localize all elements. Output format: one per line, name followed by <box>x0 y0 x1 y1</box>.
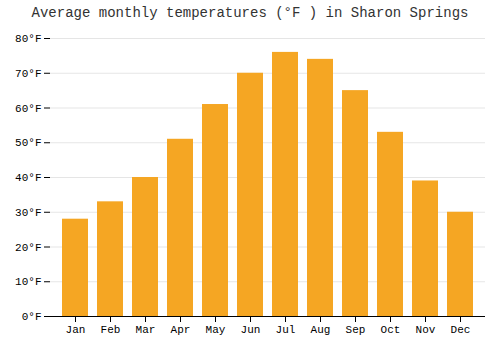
svg-text:60°F: 60°F <box>15 103 41 115</box>
svg-text:Apr: Apr <box>171 324 191 336</box>
svg-text:Jun: Jun <box>241 324 261 336</box>
svg-text:50°F: 50°F <box>15 137 41 149</box>
svg-text:Feb: Feb <box>101 324 121 336</box>
svg-text:Oct: Oct <box>381 324 401 336</box>
svg-text:May: May <box>206 324 226 336</box>
svg-text:30°F: 30°F <box>15 207 41 219</box>
html-text:Average monthly temperatures (: Average monthly temperatures (°F ) in Sh… <box>31 5 469 21</box>
svg-text:80°F: 80°F <box>15 33 41 45</box>
svg-text:70°F: 70°F <box>15 68 41 80</box>
svg-text:Dec: Dec <box>451 324 471 336</box>
svg-text:Nov: Nov <box>416 324 436 336</box>
svg-text:Jan: Jan <box>66 324 86 336</box>
svg-text:10°F: 10°F <box>15 276 41 288</box>
svg-text:40°F: 40°F <box>15 172 41 184</box>
svg-text:20°F: 20°F <box>15 242 41 254</box>
svg-text:Mar: Mar <box>136 324 156 336</box>
svg-text:0°F: 0°F <box>22 311 42 323</box>
svg-text:Jul: Jul <box>276 324 296 336</box>
svg-text:Sep: Sep <box>346 324 366 336</box>
svg-text:Aug: Aug <box>311 324 331 336</box>
